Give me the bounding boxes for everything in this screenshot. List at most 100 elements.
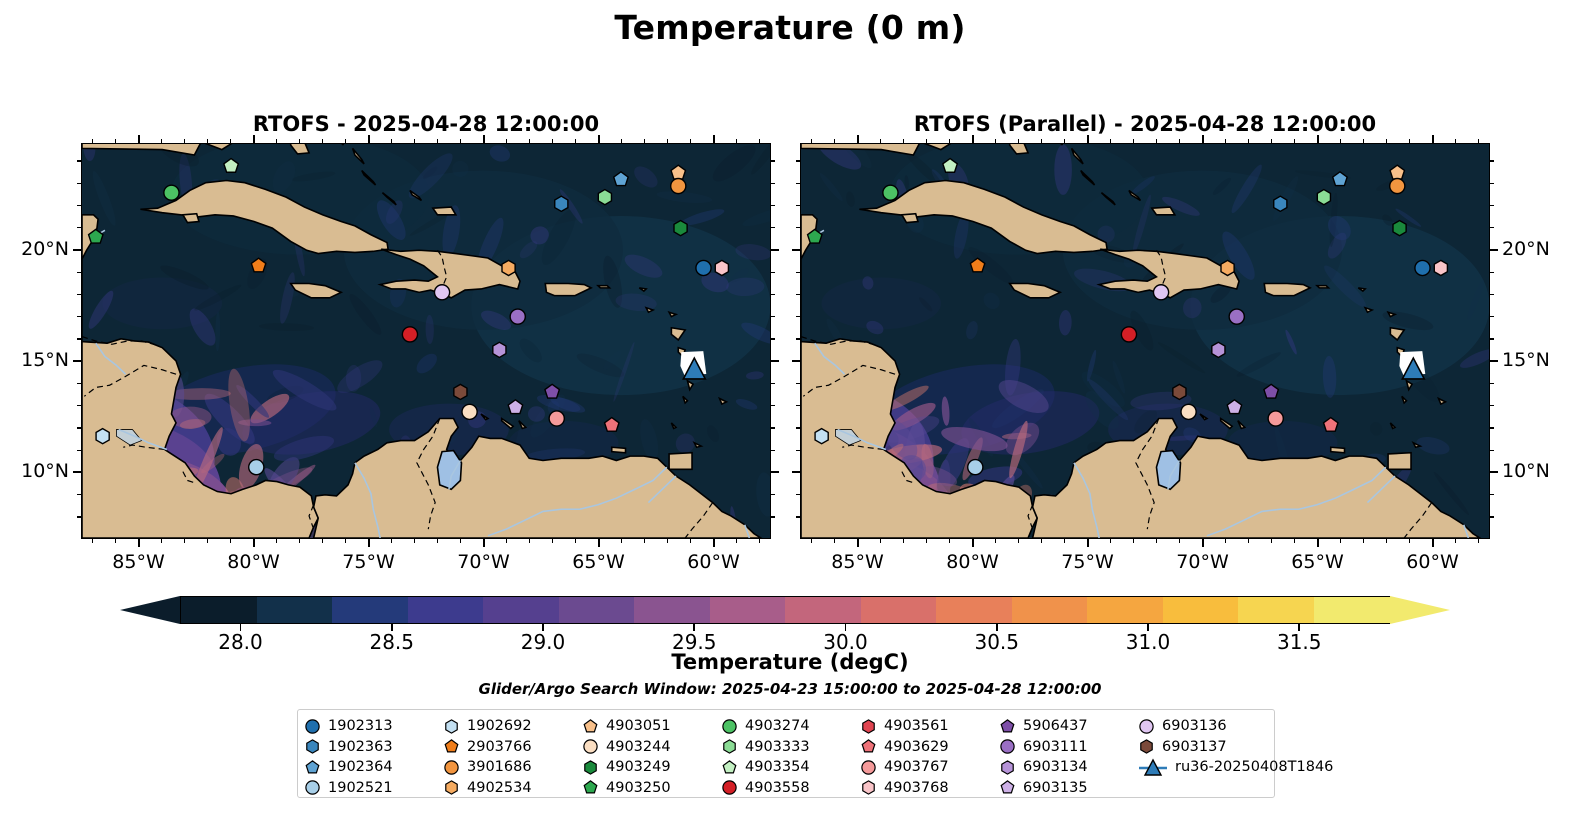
legend-marker-icon: [305, 780, 320, 795]
x-tick-top: [367, 135, 370, 143]
x-minor-tick: [414, 539, 416, 543]
legend-item[interactable]: 5906437: [999, 716, 1138, 737]
x-minor-tick: [161, 139, 163, 143]
x-minor-tick: [1363, 139, 1365, 143]
x-minor-tick: [1478, 139, 1480, 143]
legend-item[interactable]: 6903111: [999, 737, 1138, 758]
colorbar-tick: [1147, 624, 1149, 631]
legend-label: 4903244: [606, 738, 671, 755]
legend-item[interactable]: 4903333: [721, 737, 860, 758]
x-minor-tick: [529, 139, 531, 143]
panel-title-rtofs: RTOFS - 2025-04-28 12:00:00: [252, 112, 600, 136]
legend-item[interactable]: 4903249: [582, 757, 721, 778]
legend-item[interactable]: 1902692: [443, 716, 582, 737]
y-minor-tick: [796, 160, 800, 162]
x-tick-top: [1316, 135, 1319, 143]
x-minor-tick: [759, 139, 761, 143]
legend-item[interactable]: 4903767: [860, 757, 999, 778]
legend-item[interactable]: 4903561: [860, 716, 999, 737]
x-tick-label: 75°W: [1061, 551, 1114, 573]
colorbar-tick: [542, 624, 544, 631]
legend-label: 4903629: [884, 738, 949, 755]
legend-empty: [1138, 778, 1277, 799]
x-minor-tick: [1386, 139, 1388, 143]
legend-label: 6903134: [1023, 759, 1088, 776]
y-minor-tick: [77, 227, 81, 229]
x-tick-label: 80°W: [946, 551, 999, 573]
legend-item[interactable]: 2903766: [443, 737, 582, 758]
legend-item[interactable]: 4903768: [860, 778, 999, 799]
x-minor-tick: [926, 139, 928, 143]
legend-item[interactable]: 4903629: [860, 737, 999, 758]
legend-item[interactable]: 4903354: [721, 757, 860, 778]
legend-item[interactable]: 1902313: [304, 716, 443, 737]
map-panel-rtofs[interactable]: [81, 143, 771, 539]
x-tick-label: 65°W: [572, 551, 625, 573]
x-minor-tick: [460, 139, 462, 143]
legend-marker-icon: [862, 780, 875, 796]
legend-item[interactable]: 1902521: [304, 778, 443, 799]
x-minor-tick: [1271, 139, 1273, 143]
legend-item[interactable]: 6903137: [1138, 737, 1277, 758]
legend-label: 6903137: [1162, 738, 1227, 755]
colorbar-segment: [1313, 597, 1391, 623]
legend-marker-icon: [1001, 759, 1014, 775]
y-minor-tick: [796, 405, 800, 407]
legend-label: 4903561: [884, 718, 949, 735]
legend-box[interactable]: 1902313 1902692 4903051 4903274 4903561 59064…: [297, 709, 1333, 799]
x-minor-tick: [1110, 139, 1112, 143]
x-minor-tick: [1248, 139, 1250, 143]
legend-grid: 1902313 1902692 4903051 4903274 4903561 59064…: [304, 716, 1333, 799]
x-minor-tick: [299, 539, 301, 543]
x-minor-tick: [391, 139, 393, 143]
x-minor-tick: [184, 139, 186, 143]
x-minor-tick: [903, 539, 905, 543]
legend-item[interactable]: 1902363: [304, 737, 443, 758]
y-tick-label: 20°N: [1502, 237, 1550, 260]
legend-label: 4903274: [745, 718, 810, 735]
colorbar-tick: [693, 624, 696, 631]
y-minor-tick: [1490, 405, 1494, 407]
legend-item[interactable]: 4903244: [582, 737, 721, 758]
legend-item[interactable]: 4903558: [721, 778, 860, 799]
x-minor-tick: [437, 539, 439, 543]
x-minor-tick: [115, 539, 117, 543]
colorbar-tick-label: 29.0: [520, 630, 566, 654]
x-minor-tick: [759, 539, 761, 543]
x-minor-tick: [1156, 139, 1158, 143]
legend-item[interactable]: ru36-20250408T1846: [1138, 757, 1333, 778]
y-minor-tick: [1490, 449, 1494, 451]
legend-item[interactable]: 6903135: [999, 778, 1138, 799]
colorbar-segment: [181, 597, 259, 623]
y-tick: [1490, 471, 1498, 474]
legend-item[interactable]: 4903250: [582, 778, 721, 799]
y-minor-tick: [796, 382, 800, 385]
y-minor-tick: [1490, 494, 1494, 496]
y-minor-tick: [796, 316, 800, 318]
legend-marker-icon: [1140, 739, 1153, 755]
colorbar[interactable]: [120, 596, 1450, 624]
x-tick-top: [1086, 135, 1089, 143]
legend-item[interactable]: 6903136: [1138, 716, 1277, 737]
y-minor-tick: [77, 516, 81, 518]
legend-label: 1902521: [328, 779, 393, 796]
legend-item[interactable]: 3901686: [443, 757, 582, 778]
legend-item[interactable]: 4903051: [582, 716, 721, 737]
legend-item[interactable]: 4903274: [721, 716, 860, 737]
legend-label: 4903051: [606, 718, 671, 735]
map-panel-rtofs-parallel[interactable]: [800, 143, 1490, 539]
x-minor-tick: [880, 139, 882, 143]
legend-item[interactable]: 1902364: [304, 757, 443, 778]
y-minor-tick: [796, 293, 800, 296]
colorbar-tick: [239, 624, 242, 631]
legend-item[interactable]: 4902534: [443, 778, 582, 799]
legend-item[interactable]: 6903134: [999, 757, 1138, 778]
colorbar-tick-label: 31.0: [1125, 630, 1171, 654]
legend-marker-icon: [583, 780, 598, 794]
map-graphics-left: [82, 144, 770, 538]
legend-label: 6903111: [1023, 738, 1088, 755]
x-minor-tick: [880, 539, 882, 543]
x-tick: [1086, 539, 1089, 547]
y-minor-tick: [1490, 204, 1494, 207]
x-tick-label: 70°W: [457, 551, 510, 573]
